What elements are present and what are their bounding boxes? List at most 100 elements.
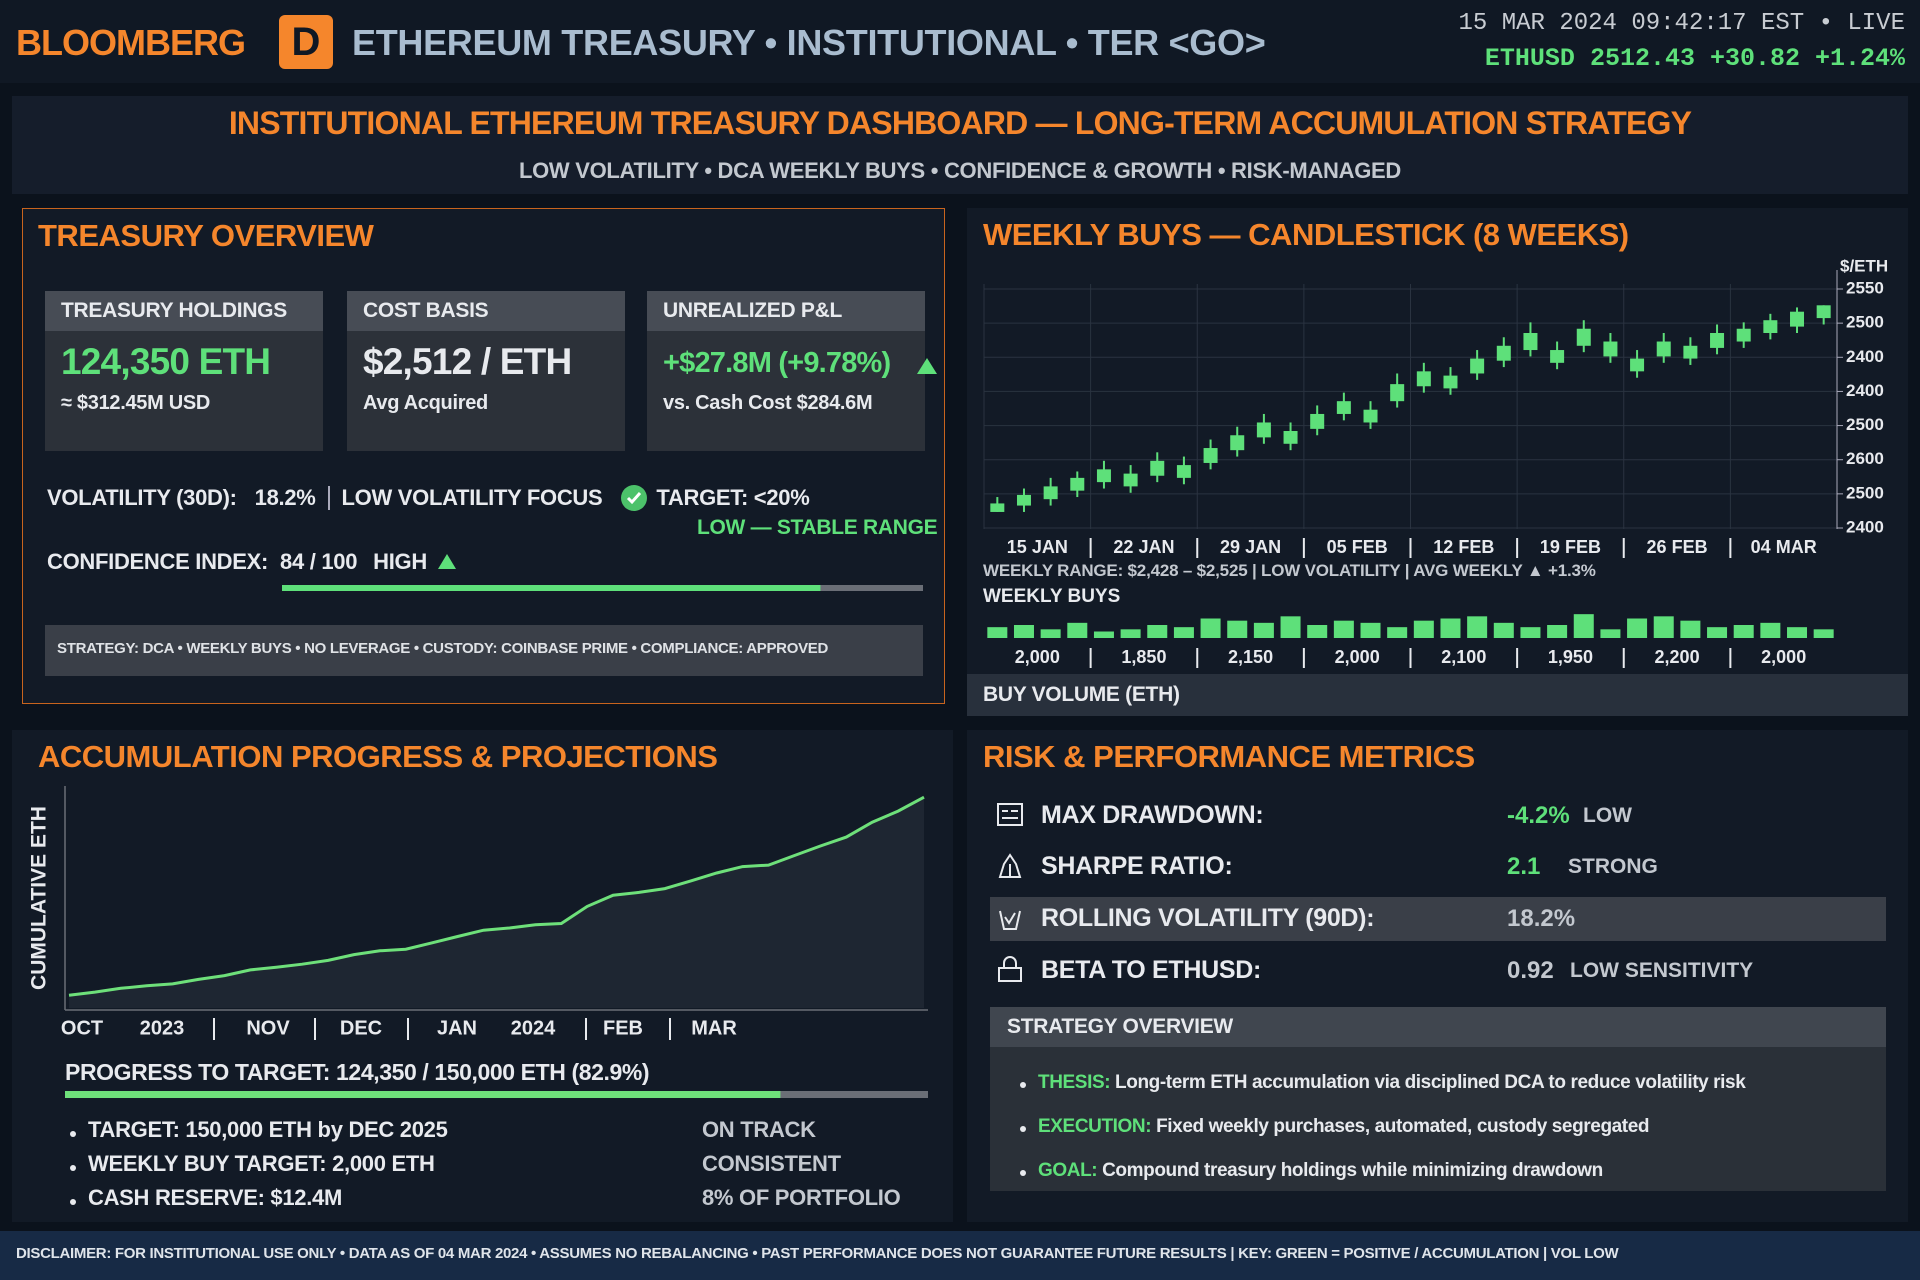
- y-tick-label: 2500: [1846, 313, 1884, 332]
- candle-body: [1283, 431, 1298, 444]
- strategy-list: THESIS: Long-term ETH accumulation via d…: [1020, 1061, 1746, 1193]
- target-text: WEEKLY BUY TARGET: 2,000 ETH: [88, 1151, 435, 1176]
- candle-body: [1790, 311, 1805, 327]
- card-sub: vs. Cash Cost $284.6M: [663, 392, 873, 414]
- metric-value: -4.2%: [1507, 802, 1570, 829]
- pnl-card: UNREALIZED P&L +$27.8M (+9.78%) vs. Cash…: [647, 291, 925, 451]
- x-tick-label: DEC: [340, 1017, 382, 1039]
- strategy-box-title: STRATEGY OVERVIEW: [1007, 1015, 1233, 1038]
- candle-body: [1256, 422, 1271, 438]
- header-title: ETHEREUM TREASURY • INSTITUTIONAL • TER …: [352, 22, 1266, 63]
- y-tick-label: 2400: [1846, 347, 1884, 366]
- strategy-key: GOAL:: [1038, 1160, 1098, 1181]
- target-item: CASH RESERVE: $12.4M: [70, 1181, 448, 1215]
- timestamp: 15 MAR 2024 09:42:17 EST • LIVE: [1458, 10, 1905, 37]
- volatility-label: VOLATILITY (30D):: [47, 485, 237, 510]
- candle-body: [1070, 477, 1085, 491]
- area-line: [68, 795, 925, 997]
- x-tick-label: 05 FEB: [1327, 537, 1388, 557]
- candle-body: [1310, 413, 1325, 429]
- candle-body: [1550, 350, 1565, 363]
- ticker: ETHUSD 2512.43 +30.82 +1.24%: [1484, 44, 1905, 73]
- candle-body: [1123, 473, 1138, 487]
- candle-body: [1630, 358, 1645, 372]
- footer-bar: [0, 1231, 1920, 1280]
- x-tick-label: 22 JAN: [1113, 537, 1174, 557]
- x-tick-label: 12 FEB: [1433, 537, 1494, 557]
- y-tick-label: 2400: [1846, 381, 1884, 400]
- volume-label: 2,150: [1228, 647, 1273, 667]
- range-note: LOW — STABLE RANGE: [697, 516, 938, 539]
- volume-label: 2,000: [1761, 647, 1806, 667]
- card-sub: Avg Acquired: [363, 392, 488, 414]
- volume-unit-label: BUY VOLUME (ETH): [983, 683, 1180, 706]
- volume-bar: [1147, 625, 1168, 638]
- banner-subtitle: LOW VOLATILITY • DCA WEEKLY BUYS • CONFI…: [518, 158, 1401, 183]
- strategy-item: GOAL: Compound treasury holdings while m…: [1020, 1149, 1745, 1193]
- x-tick-label: 26 FEB: [1647, 537, 1708, 557]
- strategy-key: EXECUTION:: [1038, 1116, 1152, 1137]
- x-tick-label: 15 JAN: [1007, 537, 1068, 557]
- drawdown-icon: [997, 803, 1023, 826]
- volume-label: 2,000: [1335, 647, 1380, 667]
- x-tick-label: 19 FEB: [1540, 537, 1601, 557]
- target-status: ON TRACK: [702, 1117, 816, 1142]
- progress-label: PROGRESS TO TARGET:: [65, 1059, 331, 1085]
- overview-panel: [22, 208, 945, 704]
- x-tick-label: MAR: [691, 1017, 737, 1039]
- candle-body: [1603, 341, 1618, 357]
- check-icon: [621, 485, 648, 511]
- confidence-row: CONFIDENCE INDEX: 84 / 100 HIGH: [47, 549, 457, 575]
- volume-bar: [1173, 627, 1194, 638]
- weekly-range-note: WEEKLY RANGE: $2,428 – $2,525 | LOW VOLA…: [983, 561, 1596, 580]
- holdings-card: TREASURY HOLDINGS 124,350 ETH ≈ $312.45M…: [45, 291, 323, 451]
- x-tick-label: FEB: [603, 1017, 643, 1039]
- metric-note: STRONG: [1568, 855, 1658, 878]
- disclaimer: DISCLAIMER: FOR INSTITUTIONAL USE ONLY •…: [16, 1245, 1619, 1262]
- target-list: TARGET: 150,000 ETH by DEC 2025 WEEKLY B…: [70, 1113, 448, 1215]
- x-tick-label: 2023: [140, 1017, 185, 1039]
- volume-bar: [1573, 614, 1594, 638]
- brand-logo: D: [279, 15, 333, 69]
- bullet: [1020, 1082, 1026, 1088]
- volume-bar: [1600, 629, 1621, 638]
- metric-label: SHARPE RATIO:: [1041, 852, 1233, 880]
- strategy-item: THESIS: Long-term ETH accumulation via d…: [1020, 1061, 1746, 1105]
- target-text: TARGET: 150,000 ETH by DEC 2025: [88, 1117, 448, 1142]
- candle-body: [1230, 435, 1245, 451]
- y-tick-label: 2600: [1846, 449, 1884, 468]
- overview-title: TREASURY OVERVIEW: [38, 218, 374, 253]
- volume-bar: [1653, 616, 1674, 638]
- metric-value: 18.2%: [1507, 905, 1576, 932]
- candle-body: [1176, 465, 1191, 478]
- strategy-strip: [45, 625, 923, 676]
- bullet: [70, 1165, 76, 1171]
- beta-icon: [998, 956, 1022, 982]
- weekly-title: WEEKLY BUYS — CANDLESTICK (8 WEEKS): [983, 217, 1629, 252]
- bullet: [1020, 1170, 1026, 1176]
- volume-bar: [1787, 627, 1808, 638]
- area-fill: [69, 797, 924, 1008]
- x-tick-label: 04 MAR: [1751, 537, 1817, 557]
- card-label: COST BASIS: [347, 291, 625, 331]
- y-tick-label: 2500: [1846, 483, 1884, 502]
- card-value: +$27.8M (+9.78%): [663, 347, 891, 379]
- metric-label: ROLLING VOLATILITY (90D):: [1041, 904, 1375, 932]
- candle-body: [1443, 375, 1458, 389]
- volume-bar: [1040, 629, 1061, 638]
- candle-body: [1016, 494, 1031, 506]
- target-status: CONSISTENT: [702, 1151, 841, 1176]
- candle-body: [1683, 345, 1698, 359]
- bullet: [70, 1131, 76, 1137]
- accumulation-title: ACCUMULATION PROGRESS & PROJECTIONS: [38, 739, 718, 774]
- volume-label: 1,850: [1121, 647, 1166, 667]
- sharpe-icon: [998, 853, 1022, 878]
- metric-label: MAX DRAWDOWN:: [1041, 801, 1264, 829]
- metric-value: 2.1: [1507, 853, 1541, 880]
- volume-bar: [1360, 622, 1381, 638]
- confidence-bar: [282, 585, 821, 591]
- candle-body: [1736, 328, 1751, 342]
- candle-body: [1523, 333, 1538, 351]
- volume-bar: [1253, 622, 1274, 638]
